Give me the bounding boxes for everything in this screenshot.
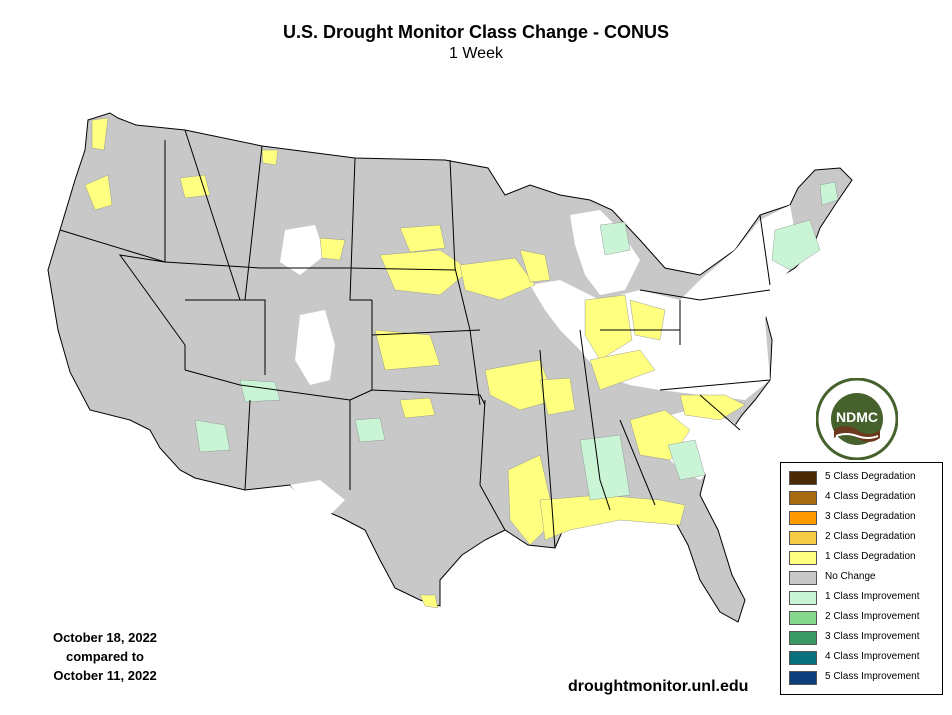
imp-maine (819, 181, 839, 206)
legend-label: 1 Class Improvement (825, 591, 920, 602)
deg-kansas (374, 329, 441, 371)
deg-montana (261, 149, 279, 166)
white-area-texas-west (290, 480, 345, 515)
white-area-colorado (295, 310, 335, 385)
border-central-lines (349, 300, 656, 549)
legend-swatch (789, 471, 817, 485)
ndmc-logo: NDMC (816, 378, 898, 460)
deg-carolinas (679, 394, 746, 421)
improvement-areas (194, 181, 839, 501)
legend-swatch (789, 611, 817, 625)
legend-swatch (789, 571, 817, 585)
deg-kentucky (589, 349, 656, 391)
deg-missouri (484, 359, 556, 411)
legend-swatch (789, 671, 817, 685)
deg-oklahoma (399, 397, 436, 419)
source-url[interactable]: droughtmonitor.unl.edu (568, 678, 749, 695)
legend-swatch (789, 551, 817, 565)
imp-michigan (599, 221, 631, 256)
date-comparison: October 18, 2022 compared to October 11,… (30, 628, 180, 685)
deg-iowa (459, 257, 536, 301)
legend-label: No Change (825, 571, 876, 582)
map-subtitle: 1 Week (449, 45, 503, 62)
deg-oregon (84, 174, 113, 211)
legend-label: 2 Class Degradation (825, 531, 916, 542)
deg-nebraska (379, 249, 471, 296)
legend-swatch (789, 591, 817, 605)
legend-label: 2 Class Improvement (825, 611, 920, 622)
legend-label: 4 Class Improvement (825, 651, 920, 662)
deg-washington (91, 117, 109, 151)
legend-label: 5 Class Improvement (825, 671, 920, 682)
legend-label: 1 Class Degradation (825, 551, 916, 562)
legend-swatch (789, 511, 817, 525)
legend-label: 4 Class Degradation (825, 491, 916, 502)
border-east-lines (600, 214, 771, 431)
legend-swatch (789, 651, 817, 665)
legend-swatch (789, 531, 817, 545)
legend-label: 3 Class Degradation (825, 511, 916, 522)
degradation-areas (84, 117, 746, 609)
deg-arkansas (539, 377, 576, 416)
imp-new-england (771, 219, 821, 271)
date-compared-to: compared to (65, 649, 144, 664)
deg-wisconsin (519, 249, 551, 283)
deg-gulf-coast (539, 494, 686, 541)
deg-texas-south (419, 594, 439, 609)
deg-indiana (584, 294, 633, 361)
state-borders (59, 129, 771, 549)
imp-new-mexico (239, 379, 281, 403)
deg-wyoming (319, 237, 346, 261)
imp-texas (354, 417, 386, 443)
deg-idaho (179, 174, 211, 199)
legend-label: 5 Class Degradation (825, 471, 916, 482)
logo-water (835, 433, 879, 439)
legend-swatch (789, 631, 817, 645)
logo-center-text: NDMC (836, 409, 878, 425)
border-west-lines (59, 129, 481, 406)
legend: 5 Class Degradation 4 Class Degradation 3 … (780, 462, 943, 695)
legend-label: 3 Class Improvement (825, 631, 920, 642)
map-title: U.S. Drought Monitor Class Change - CONU… (282, 22, 669, 42)
deg-south-dakota (399, 224, 446, 253)
imp-mississippi-alabama (579, 434, 631, 501)
date-current: October 18, 2022 (52, 630, 158, 645)
imp-arizona (194, 419, 231, 453)
border-south-lines (184, 369, 351, 491)
legend-swatch (789, 491, 817, 505)
imp-south-carolina (667, 439, 706, 481)
white-area-wyoming (280, 225, 325, 275)
date-previous: October 11, 2022 (53, 668, 157, 683)
